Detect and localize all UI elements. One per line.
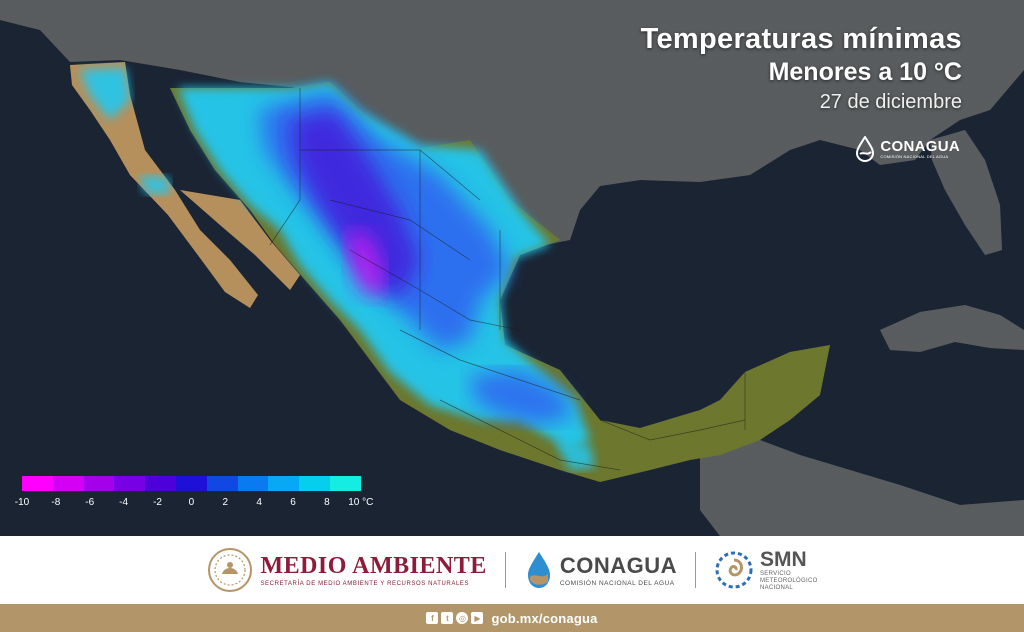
scale-swatch	[175, 476, 207, 491]
scale-tick-label: 8	[324, 497, 330, 508]
smn-subtitle-line: NACIONAL	[759, 584, 794, 591]
smn-title: SMN	[759, 547, 807, 571]
land-central-america	[700, 440, 1024, 536]
medio-ambiente-title: MEDIO AMBIENTE	[260, 553, 487, 579]
conagua-footer-subtitle: COMISIÓN NACIONAL DEL AGUA	[559, 579, 675, 587]
land-florida	[930, 130, 1002, 255]
cold-zones	[80, 68, 595, 470]
website-link[interactable]: gob.mx/conagua	[491, 610, 598, 626]
footer-logos: MEDIO AMBIENTE SECRETARÍA DE MEDIO AMBIE…	[0, 536, 1024, 604]
scale-tick-label: 2	[222, 497, 229, 508]
smn-subtitle-line: METEOROLÓGICO	[759, 577, 818, 584]
map-date: 27 de diciembre	[819, 91, 962, 113]
medio-ambiente-logo: MEDIO AMBIENTE SECRETARÍA DE MEDIO AMBIE…	[206, 546, 486, 594]
scale-swatch	[52, 476, 84, 491]
map-subtitle: Menores a 10 °C	[768, 58, 962, 86]
conagua-footer-title: CONAGUA	[559, 552, 677, 578]
smn-subtitle-line: SERVICIO	[759, 570, 791, 577]
scale-tick-label: -4	[119, 497, 129, 508]
land-sonora-coast	[180, 190, 300, 290]
mexico-seal-icon	[208, 548, 253, 592]
smn-logo: SMN SERVICIO METEOROLÓGICO NACIONAL	[714, 547, 818, 592]
conagua-drop-icon	[527, 552, 550, 588]
land-cuba	[880, 305, 1024, 352]
facebook-icon[interactable]: f	[426, 612, 439, 624]
scale-swatch	[145, 476, 176, 491]
scale-tick-label: -8	[51, 497, 61, 508]
land-usa	[0, 0, 1024, 250]
scale-swatch	[268, 476, 300, 491]
scale-swatch	[114, 476, 146, 491]
scale-swatch	[83, 476, 115, 491]
scale-tick-label: 6	[290, 497, 296, 508]
temperature-map: Temperaturas mínimas Menores a 10 °C 27 …	[0, 0, 1024, 536]
instagram-icon[interactable]: ◎	[456, 612, 469, 624]
conagua-map-logo-name: CONAGUA	[880, 137, 960, 155]
medio-ambiente-subtitle: SECRETARÍA DE MEDIO AMBIENTE Y RECURSOS …	[260, 581, 470, 587]
scale-tick-label: -2	[153, 497, 162, 508]
map-title: Temperaturas mínimas	[640, 23, 962, 55]
state-borders	[269, 88, 746, 471]
conagua-map-logo-subtitle: COMISIÓN NACIONAL DEL AGUA	[880, 153, 949, 159]
scale-color-bar	[22, 476, 362, 491]
map-canvas	[0, 0, 1024, 536]
conagua-footer-logo: CONAGUA COMISIÓN NACIONAL DEL AGUA	[524, 550, 677, 590]
scale-swatch	[22, 476, 53, 491]
scale-swatch	[206, 476, 238, 491]
smn-spiral-icon	[715, 551, 753, 589]
scale-swatch	[329, 476, 361, 491]
social-icons: f t ◎ ▶	[426, 612, 484, 624]
footer-divider	[694, 552, 696, 588]
scale-tick-label: -6	[85, 497, 95, 508]
scale-ticks: -10 -8 -6 -4 -2 0 2 4 6 8 10 °C	[15, 497, 374, 515]
youtube-icon[interactable]: ▶	[471, 612, 484, 624]
scale-tick-label: 4	[256, 497, 262, 508]
scale-tick-label: -10	[14, 497, 30, 508]
footer-divider	[504, 552, 506, 588]
conagua-map-logo: CONAGUA COMISIÓN NACIONAL DEL AGUA	[854, 136, 960, 162]
scale-swatch	[237, 476, 269, 491]
scale-tick-label: 0	[188, 497, 195, 508]
bottom-bar: f t ◎ ▶ gob.mx/conagua	[0, 604, 1024, 632]
conagua-drop-icon	[856, 136, 875, 162]
twitter-icon[interactable]: t	[441, 612, 454, 624]
map-title-block: Temperaturas mínimas Menores a 10 °C 27 …	[641, 22, 962, 116]
scale-swatch	[299, 476, 330, 491]
temperature-scale: -10 -8 -6 -4 -2 0 2 4 6 8 10 °C	[15, 476, 374, 515]
scale-tick-label: 10 °C	[348, 497, 374, 508]
